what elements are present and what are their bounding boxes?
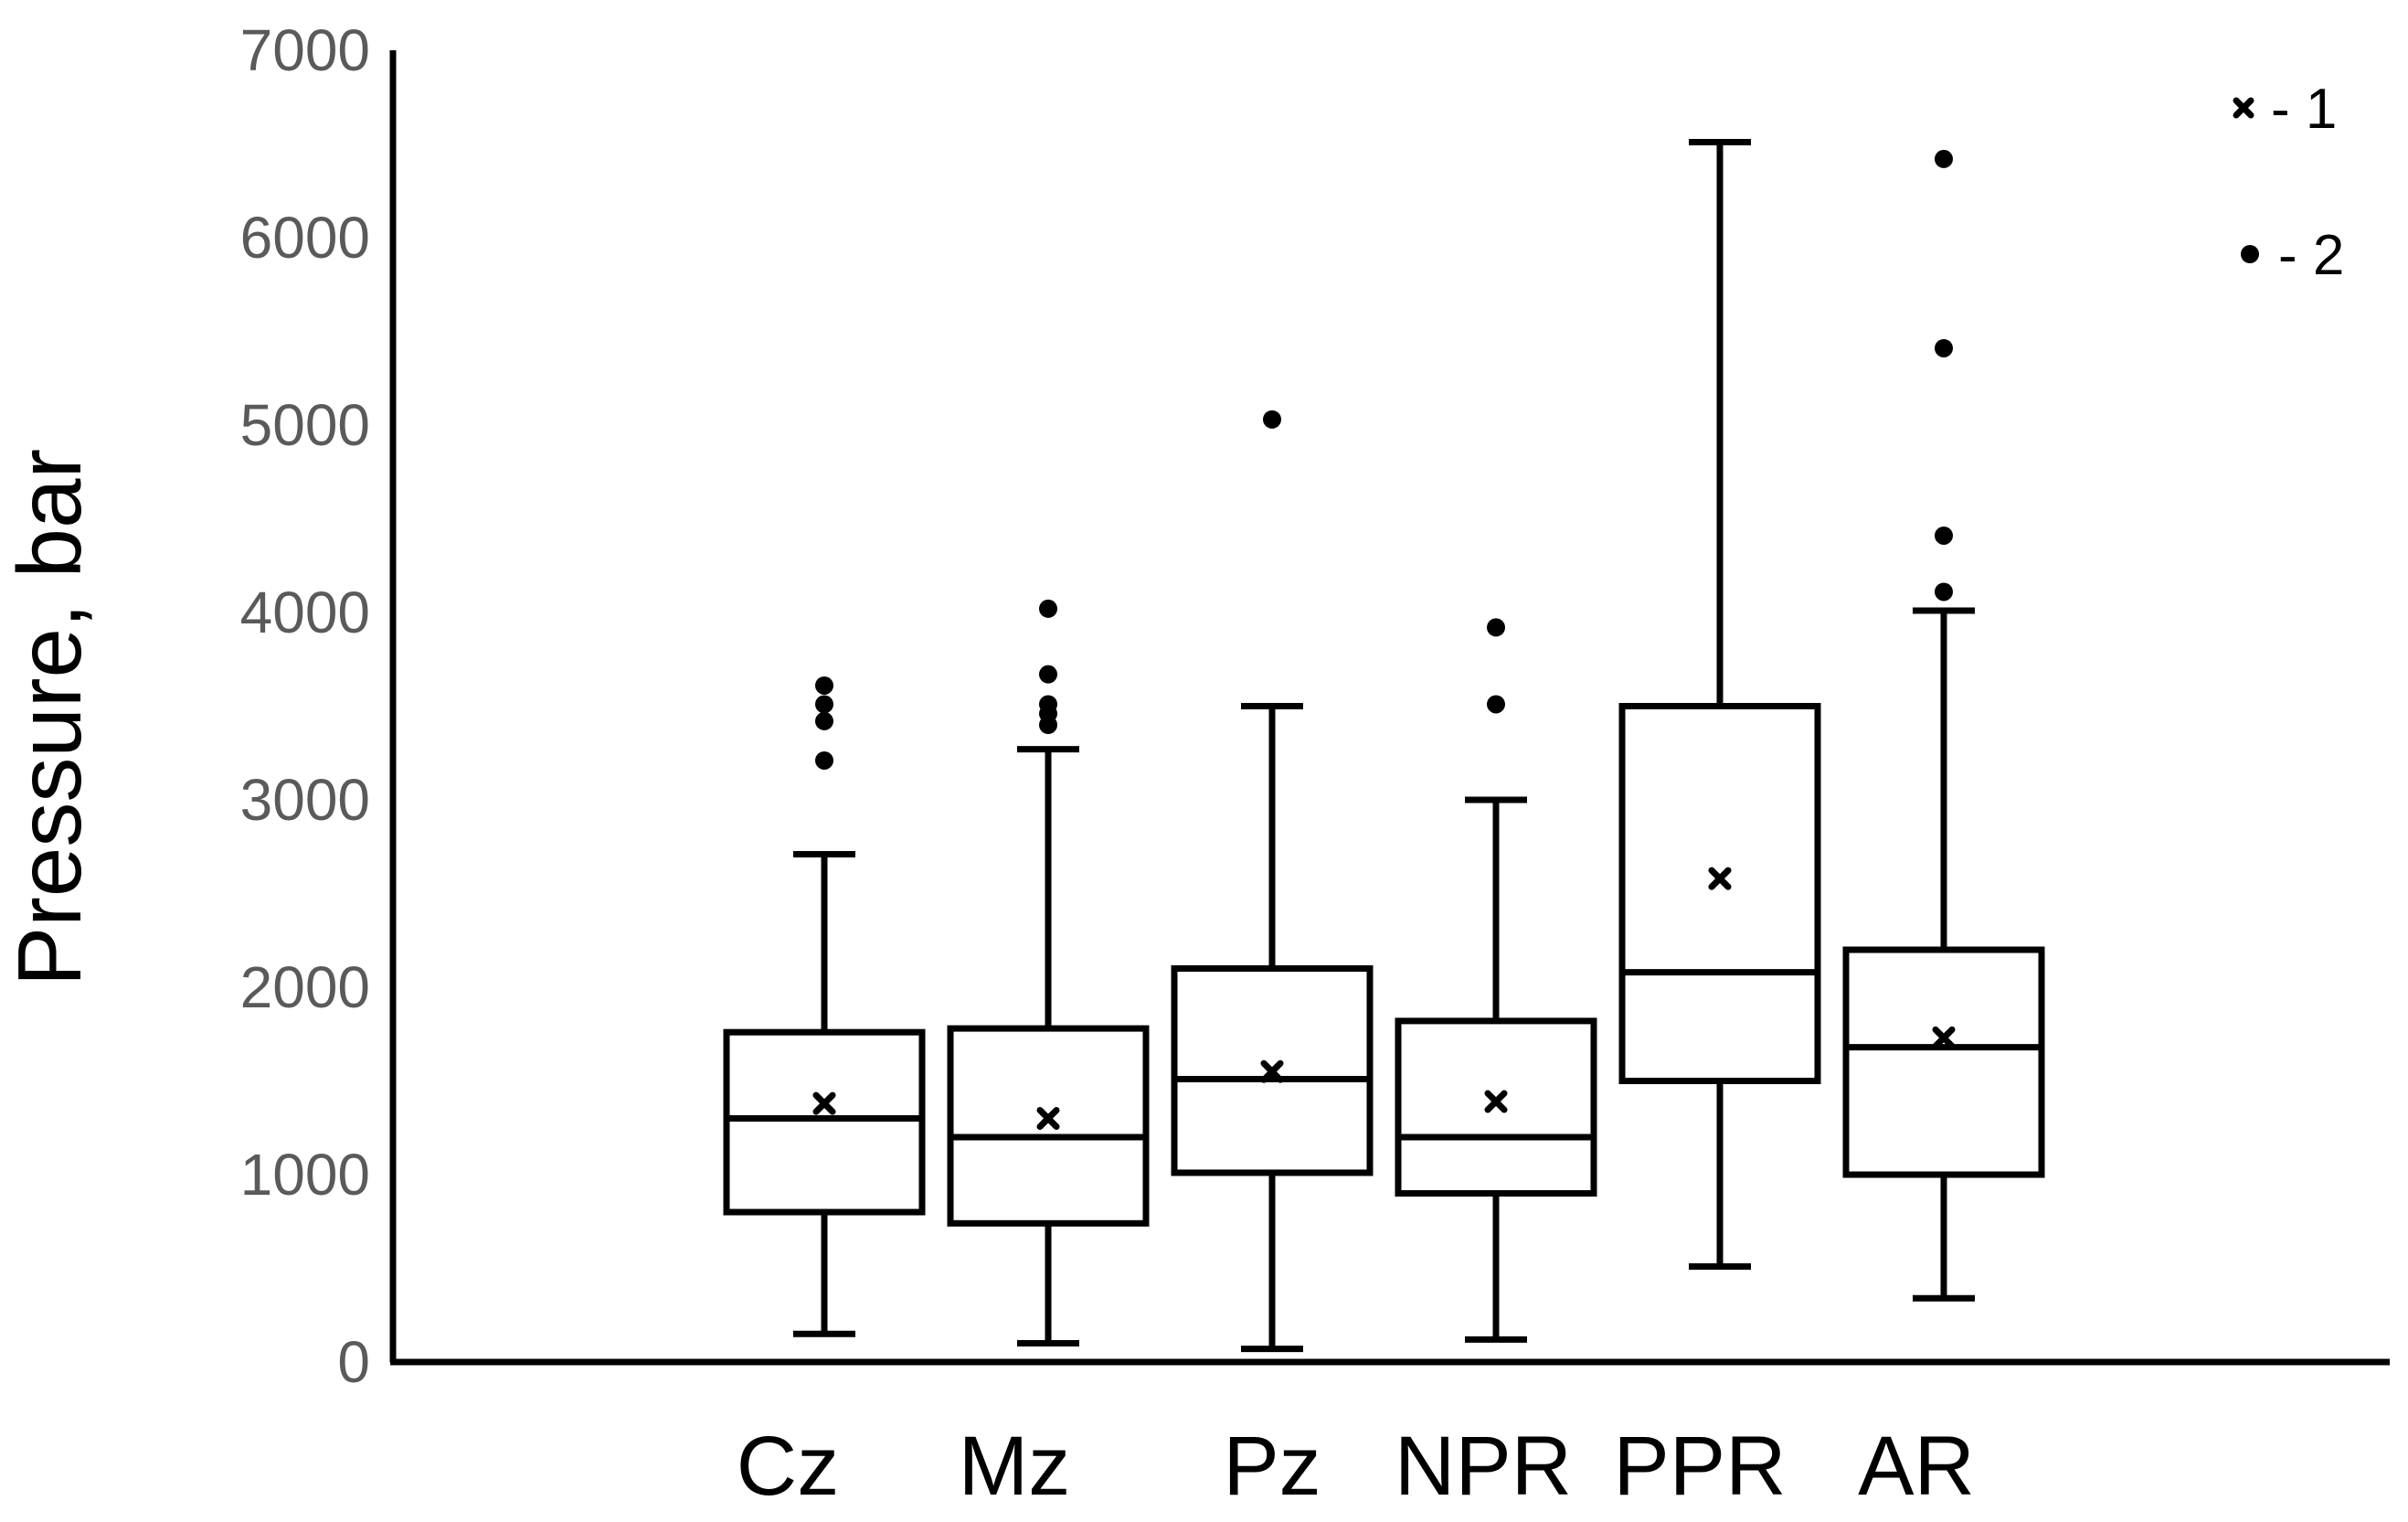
iqr-box: [1842, 946, 2045, 1178]
legend-item-outlier: - 2: [2241, 224, 2344, 287]
mean-marker: [1708, 867, 1732, 890]
legend-item-mean: - 1: [2233, 78, 2337, 141]
legend-label-2: - 2: [2278, 224, 2344, 287]
category-label-ar: AR: [1858, 1420, 1975, 1513]
outlier-point: [1039, 599, 1057, 618]
y-axis-ticks: 0 1000 2000 3000 4000 5000 6000 7000: [240, 17, 370, 1395]
outlier-point: [815, 711, 833, 730]
box-mz: [947, 599, 1150, 1346]
y-tick-label: 4000: [240, 580, 370, 645]
box-ar: [1842, 149, 2045, 1302]
outlier-point: [815, 750, 833, 770]
y-tick-label: 3000: [240, 767, 370, 833]
outlier-point: [1935, 338, 1953, 357]
mean-marker: [1260, 1059, 1284, 1083]
iqr-box: [947, 1025, 1150, 1227]
category-label-ppr: PPR: [1613, 1420, 1786, 1513]
box-series: [723, 138, 2045, 1353]
mean-marker: [1036, 1107, 1060, 1130]
category-label-npr: NPR: [1395, 1420, 1572, 1513]
legend: - 1 - 2: [2233, 78, 2344, 287]
box-npr: [1395, 618, 1597, 1343]
outlier-point: [1039, 665, 1057, 684]
outlier-point: [1935, 149, 1953, 168]
mean-marker: [1484, 1090, 1508, 1113]
y-tick-label: 5000: [240, 392, 370, 458]
outlier-point: [815, 695, 833, 714]
mean-marker: [1932, 1026, 1956, 1049]
outlier-point: [1935, 526, 1953, 545]
iqr-box: [1618, 703, 1821, 1084]
y-axis-title: Pressure, bar: [0, 449, 100, 986]
iqr-box: [723, 1028, 926, 1216]
dot-marker-icon: [2241, 245, 2259, 263]
category-label-pz: Pz: [1223, 1420, 1321, 1513]
outlier-point: [815, 676, 833, 695]
y-tick-label: 0: [337, 1329, 370, 1395]
outlier-point: [1039, 695, 1057, 714]
iqr-box: [1395, 1017, 1597, 1197]
box-cz: [723, 676, 926, 1337]
box-pz: [1171, 410, 1374, 1353]
mean-marker: [812, 1091, 836, 1115]
outlier-point: [1935, 582, 1953, 601]
x-axis-category-labels: Cz Mz Pz NPR PPR AR: [737, 1420, 1975, 1513]
y-tick-label: 7000: [240, 17, 370, 83]
box-ppr: [1618, 138, 1821, 1270]
y-tick-label: 1000: [240, 1142, 370, 1208]
category-label-cz: Cz: [737, 1420, 839, 1513]
outlier-point: [1487, 695, 1505, 714]
outlier-point: [1263, 410, 1281, 429]
category-label-mz: Mz: [959, 1420, 1071, 1513]
y-tick-label: 6000: [240, 205, 370, 271]
legend-label-1: - 1: [2271, 78, 2337, 141]
outlier-point: [1487, 618, 1505, 637]
y-tick-label: 2000: [240, 954, 370, 1020]
axes: [389, 50, 2390, 1366]
